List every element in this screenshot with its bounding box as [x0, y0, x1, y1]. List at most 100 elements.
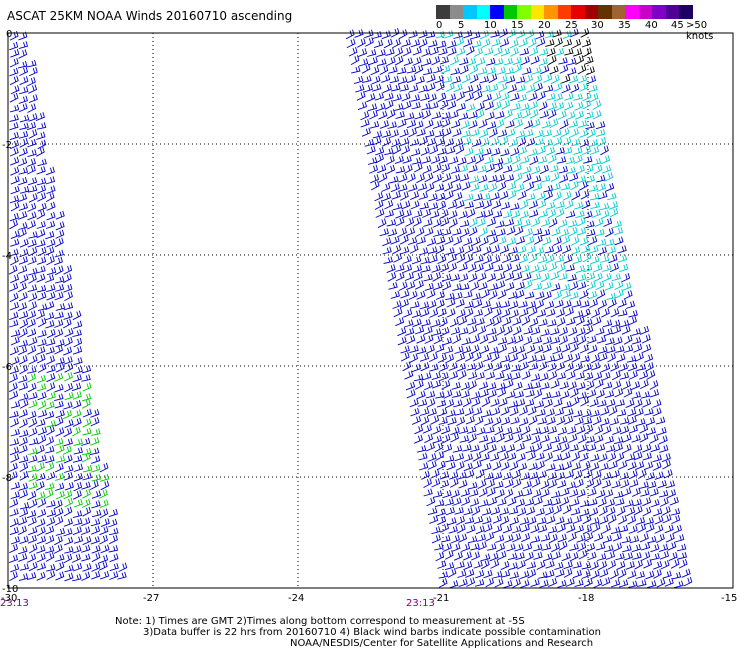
wind-barb — [398, 227, 407, 237]
wind-barb — [419, 353, 430, 362]
wind-barb — [27, 516, 37, 526]
wind-barb — [642, 398, 652, 408]
wind-barb — [520, 264, 530, 273]
wind-barb — [639, 533, 649, 543]
wind-barb — [423, 218, 433, 227]
wind-barb — [551, 390, 561, 398]
wind-barb — [45, 246, 55, 256]
wind-barb — [420, 415, 430, 426]
wind-barb — [36, 122, 47, 130]
wind-barb — [574, 416, 584, 426]
wind-barb — [475, 525, 485, 535]
wind-barb — [617, 254, 628, 263]
wind-barb — [568, 75, 579, 84]
wind-barb — [610, 569, 619, 580]
wind-barb — [455, 200, 465, 209]
wind-barb — [391, 138, 401, 148]
latitude-label: 0 — [6, 29, 12, 40]
wind-barb — [490, 352, 500, 362]
wind-barb — [517, 245, 527, 254]
wind-barb — [99, 526, 109, 536]
wind-barb — [613, 443, 623, 453]
wind-barb — [466, 155, 477, 165]
wind-barb — [454, 506, 464, 515]
wind-barb — [482, 409, 492, 418]
wind-barb — [512, 469, 521, 480]
wind-barb — [517, 137, 527, 147]
wind-barb — [524, 291, 535, 299]
wind-barb — [453, 192, 463, 202]
wind-barb — [453, 236, 463, 246]
wind-barb — [416, 334, 426, 344]
wind-barb — [473, 309, 483, 317]
wind-barb — [557, 533, 567, 543]
wind-barb — [46, 419, 56, 428]
wind-barb — [27, 202, 37, 212]
wind-barb — [381, 129, 392, 138]
wind-barb — [387, 121, 397, 129]
wind-barb — [18, 103, 28, 113]
wind-barb — [513, 172, 523, 183]
wind-barb — [623, 344, 634, 353]
wind-barb — [572, 569, 582, 579]
wind-barb — [376, 102, 386, 112]
wind-barb — [542, 344, 552, 354]
wind-barb — [466, 363, 477, 371]
wind-barb — [581, 200, 591, 210]
wind-barb — [386, 218, 397, 227]
wind-barb — [421, 102, 431, 111]
wind-barb — [458, 316, 468, 326]
wind-barb — [447, 40, 457, 49]
wind-barb — [405, 112, 415, 121]
wind-barb — [429, 515, 439, 524]
wind-barb — [541, 391, 552, 400]
wind-barb — [567, 219, 578, 228]
wind-barb — [54, 416, 64, 427]
wind-barb — [519, 47, 530, 56]
wind-barb — [63, 471, 73, 481]
wind-barb — [456, 352, 466, 363]
wind-barb — [580, 396, 590, 407]
wind-barb — [393, 253, 403, 263]
wind-barb — [439, 209, 449, 219]
wind-barb — [668, 551, 678, 562]
wind-barb — [456, 253, 466, 264]
wind-barb — [441, 425, 451, 435]
wind-barb — [519, 361, 529, 372]
wind-barb — [484, 101, 494, 111]
wind-barb — [9, 219, 18, 230]
wind-barb — [72, 417, 82, 427]
wind-barb — [37, 391, 47, 401]
wind-barb — [578, 549, 588, 560]
wind-barb — [27, 410, 37, 420]
wind-barb — [584, 372, 594, 381]
wind-barb — [10, 201, 20, 212]
wind-barb — [495, 119, 505, 129]
wind-barb — [572, 515, 582, 524]
wind-barb — [463, 462, 473, 472]
wind-barb — [492, 308, 502, 319]
wind-barb — [531, 435, 541, 445]
wind-barb — [472, 83, 482, 94]
wind-barb — [569, 552, 579, 562]
wind-barb — [490, 30, 500, 38]
wind-barb — [588, 139, 599, 148]
wind-barb — [508, 345, 518, 355]
wind-barb — [440, 263, 450, 273]
wind-barb — [626, 355, 637, 363]
wind-barb — [554, 463, 565, 472]
wind-barb — [579, 499, 590, 508]
wind-barb — [627, 570, 637, 580]
wind-barb — [605, 551, 616, 560]
wind-barb — [589, 561, 599, 571]
wind-barb — [549, 118, 559, 129]
wind-barb — [485, 371, 495, 380]
wind-barb — [465, 92, 474, 102]
wind-barb — [583, 264, 593, 273]
wind-barb — [562, 30, 572, 40]
wind-barb — [539, 426, 550, 435]
wind-barb — [502, 524, 513, 534]
wind-barb — [81, 452, 91, 463]
wind-barb — [449, 471, 459, 480]
wind-barb — [566, 166, 576, 174]
